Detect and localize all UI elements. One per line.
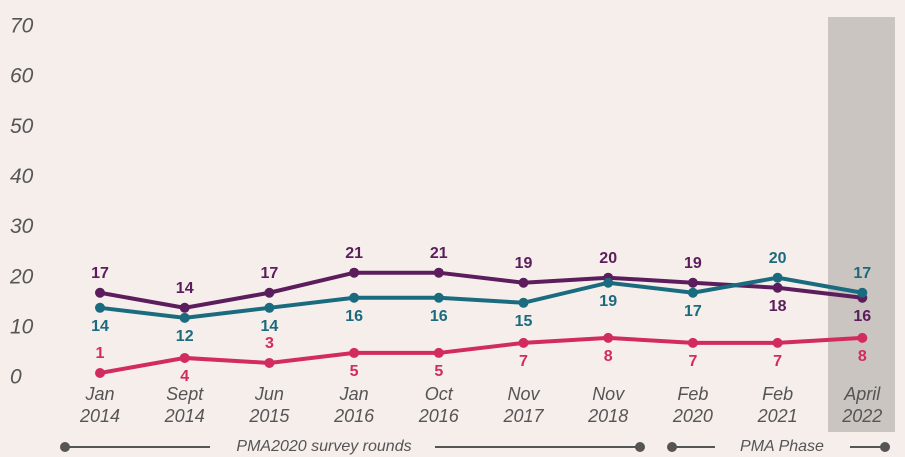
data-point: [349, 267, 360, 278]
data-label: 21: [345, 245, 363, 262]
data-point: [179, 312, 190, 323]
data-label: 20: [769, 250, 787, 267]
data-label: 1: [96, 345, 105, 362]
annotation: PMA Phase: [740, 438, 824, 455]
data-point: [95, 287, 105, 298]
data-point: [433, 292, 444, 303]
data-point: [179, 352, 190, 363]
x-tick-label: 2017: [502, 406, 544, 426]
data-label: 17: [684, 303, 702, 320]
data-label: 18: [769, 298, 787, 315]
data-label: 7: [688, 353, 697, 370]
annotation: PMA2020 survey rounds: [236, 438, 411, 455]
data-label: 19: [599, 293, 617, 310]
data-label: 17: [91, 265, 109, 282]
x-tick-label: 2021: [757, 406, 798, 426]
series-line: [99, 335, 863, 375]
data-point: [349, 347, 360, 358]
x-tick-label: 2015: [248, 406, 290, 426]
data-point: [264, 302, 275, 313]
y-tick-label: 20: [9, 265, 34, 288]
data-label: 17: [853, 265, 871, 282]
data-point: [433, 347, 444, 358]
x-tick-label: Sept: [166, 384, 204, 404]
highlight-band: [828, 17, 895, 432]
data-point: [687, 337, 698, 348]
data-label: 12: [176, 328, 194, 345]
data-point: [433, 267, 444, 278]
data-label: 14: [261, 318, 279, 335]
data-point: [264, 357, 275, 368]
data-label: 3: [265, 335, 274, 352]
data-label: 14: [176, 280, 194, 297]
y-tick-label: 70: [10, 15, 34, 38]
x-tick-label: 2014: [164, 406, 205, 426]
data-label: 4: [180, 368, 189, 385]
y-tick-label: 0: [10, 366, 22, 389]
data-point: [857, 287, 868, 298]
data-point: [95, 302, 105, 313]
data-point: [95, 367, 105, 378]
annotation-bar: [60, 442, 890, 452]
x-tick-label: Oct: [425, 384, 454, 404]
data-label: 16: [430, 308, 448, 325]
y-tick-label: 40: [10, 165, 34, 188]
y-tick-label: 50: [10, 115, 34, 138]
data-label: 21: [430, 245, 448, 262]
data-point: [687, 277, 698, 288]
y-tick-label: 10: [10, 315, 34, 338]
data-point: [857, 332, 868, 343]
data-label: 19: [515, 255, 533, 272]
series-line: [99, 270, 863, 310]
x-tick-label: 2018: [587, 406, 628, 426]
data-point: [772, 272, 783, 283]
x-tick-label: Feb: [762, 384, 793, 404]
x-tick-label: April: [843, 384, 881, 404]
data-label: 7: [773, 353, 782, 370]
data-point: [349, 292, 360, 303]
data-label: 5: [350, 363, 359, 380]
x-tick-label: Nov: [507, 384, 540, 404]
data-point: [603, 277, 614, 288]
data-point: [772, 337, 783, 348]
y-tick-label: 60: [10, 65, 34, 88]
x-tick-label: 2022: [841, 406, 882, 426]
data-label: 7: [519, 353, 528, 370]
series-line: [99, 275, 863, 320]
data-point: [518, 277, 529, 288]
data-label: 16: [853, 308, 871, 325]
data-label: 14: [91, 318, 109, 335]
y-tick-label: 30: [10, 215, 34, 238]
data-label: 8: [858, 348, 867, 365]
data-label: 5: [434, 363, 443, 380]
data-point: [518, 297, 529, 308]
data-point: [179, 302, 190, 313]
x-tick-label: Nov: [592, 384, 625, 404]
data-label: 16: [345, 308, 363, 325]
x-tick-label: Jan: [339, 384, 369, 404]
data-label: 8: [604, 348, 613, 365]
data-label: 19: [684, 255, 702, 272]
data-point: [772, 282, 783, 293]
x-tick-label: 2020: [672, 406, 713, 426]
x-tick-label: Jan: [84, 384, 114, 404]
data-point: [603, 332, 614, 343]
data-point: [687, 287, 698, 298]
data-label: 20: [599, 250, 617, 267]
x-tick-label: 2016: [333, 406, 375, 426]
x-tick-label: Jun: [254, 384, 284, 404]
data-point: [518, 337, 529, 348]
x-tick-label: 2014: [79, 406, 120, 426]
data-point: [264, 287, 275, 298]
x-tick-label: Feb: [677, 384, 708, 404]
data-label: 15: [515, 313, 533, 330]
data-label: 17: [261, 265, 279, 282]
x-tick-label: 2016: [418, 406, 460, 426]
